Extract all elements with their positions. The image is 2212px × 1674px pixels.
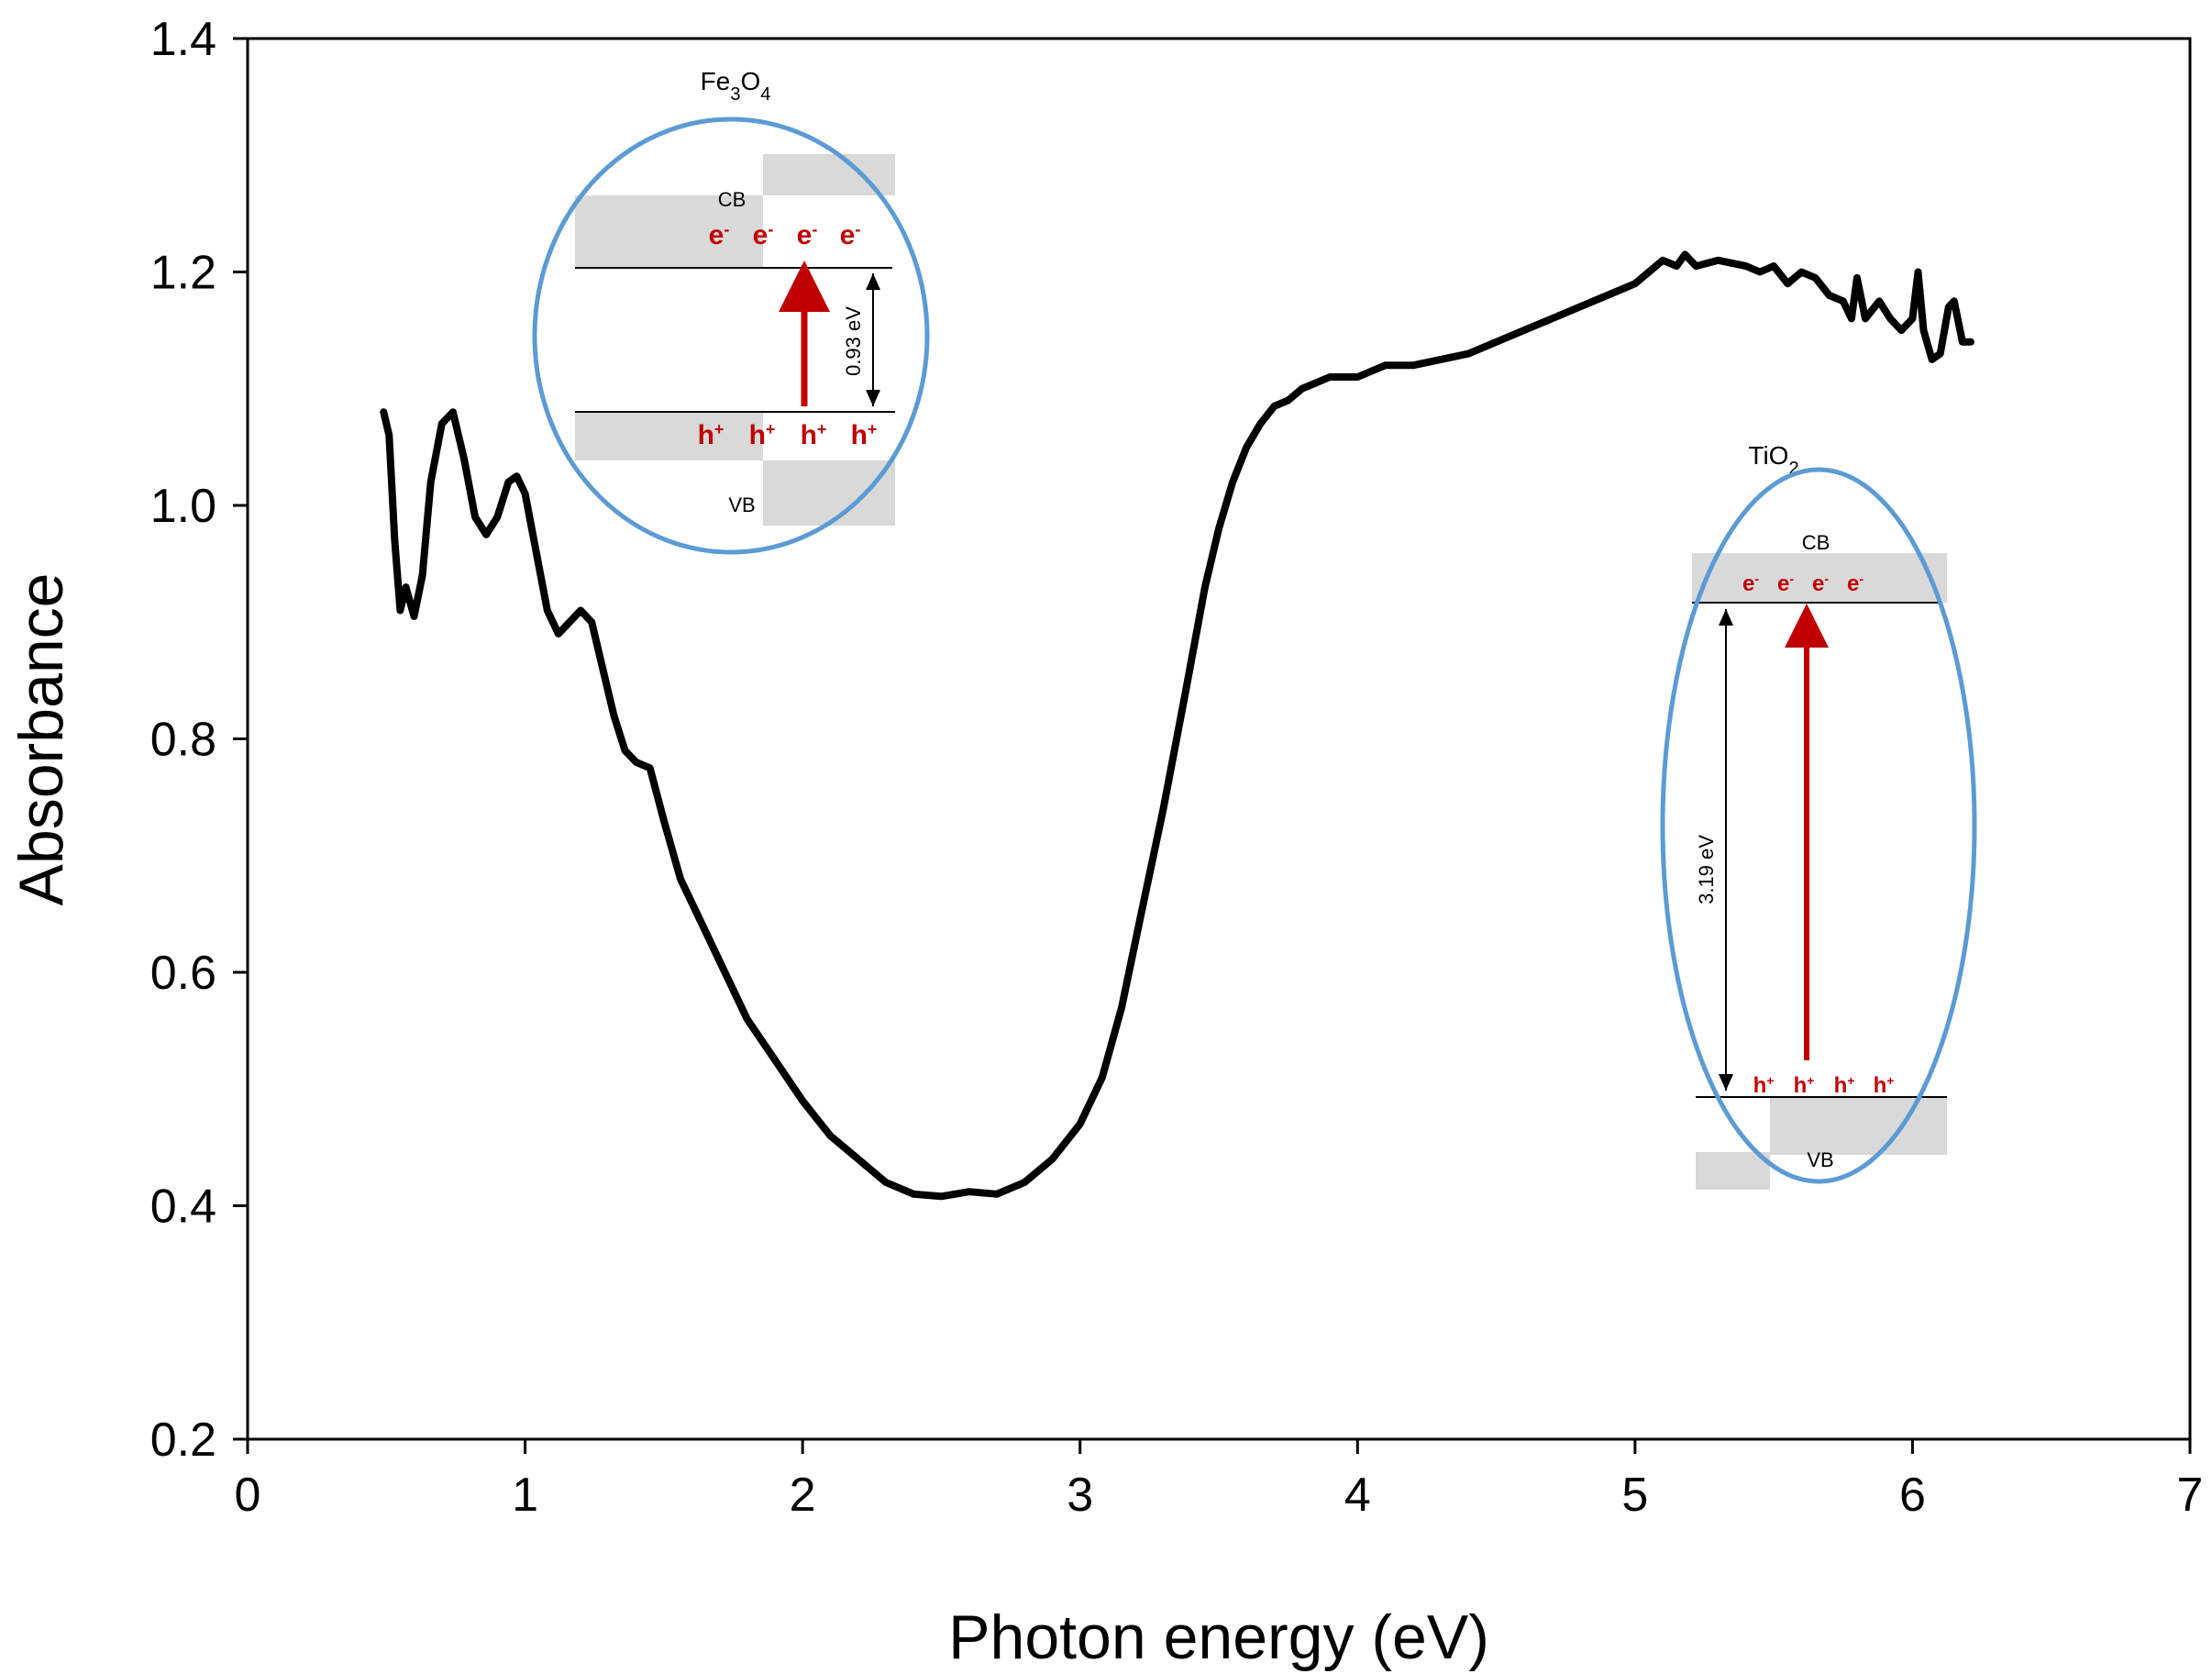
x-tick-labels: 0 1 2 3 4 5 6 7 <box>235 1469 2204 1522</box>
y-tick-label-2: 0.6 <box>150 947 216 1000</box>
tio2-hole-1: h+ <box>1794 1073 1815 1098</box>
x-axis-title: Photon energy (eV) <box>948 1602 1489 1672</box>
tio2-electron-0: e- <box>1742 571 1759 596</box>
tio2-vb-block-right <box>1770 1097 1947 1155</box>
x-tick-label-5: 5 <box>1621 1469 1648 1522</box>
x-tick-label-7: 7 <box>2177 1469 2204 1522</box>
tio2-gap-label: 3.19 eV <box>1695 835 1718 904</box>
fe3o4-hole-1: h+ <box>749 420 776 450</box>
fe3o4-cb-label: CB <box>718 188 747 211</box>
fe3o4-holes: h+ h+ h+ h+ <box>698 420 878 450</box>
tio2-holes: h+ h+ h+ h+ <box>1753 1073 1895 1098</box>
inset-tio2-title: TiO2 <box>1748 441 1798 479</box>
fe3o4-electrons: e-e-e-e- <box>709 220 861 250</box>
tio2-vb-block-left <box>1696 1152 1770 1190</box>
tio2-hole-2: h+ <box>1834 1073 1855 1098</box>
tio2-cb-block <box>1692 553 1947 603</box>
fe3o4-vb-block-right <box>763 460 895 526</box>
tio2-electron-1: e- <box>1777 571 1794 596</box>
y-tick-labels: 0.2 0.4 0.6 0.8 1.0 1.2 1.4 <box>150 13 216 1467</box>
fe3o4-gap-label: 0.93 eV <box>842 306 865 376</box>
tio2-cb-label: CB <box>1802 531 1830 554</box>
series-line-absorbance <box>380 250 1974 1201</box>
y-tick-label-6: 1.4 <box>150 13 216 66</box>
x-tick-label-2: 2 <box>790 1469 816 1522</box>
inset-fe3o4: Fe3O4 0.93 eV CB VB e-e-e-e- h+ h+ h+ h+ <box>532 67 930 555</box>
fe3o4-electron-0: e- <box>709 220 730 250</box>
inset-fe3o4-title: Fe3O4 <box>701 67 771 105</box>
tio2-ellipse <box>1660 467 1977 1184</box>
x-tick-label-1: 1 <box>512 1469 538 1522</box>
tio2-vb-label: VB <box>1807 1148 1833 1171</box>
fe3o4-vb-label: VB <box>728 493 755 516</box>
inset-tio2: TiO2 3.19 eV CB VB e-e-e-e- h+ h+ h+ h+ <box>1660 441 1977 1190</box>
axis-ticks <box>233 37 2192 1454</box>
fe3o4-ellipse <box>532 116 930 555</box>
fe3o4-cb-block-left <box>575 195 763 268</box>
x-tick-label-3: 3 <box>1067 1469 1093 1522</box>
y-axis-title: Absorbance <box>6 573 76 906</box>
x-tick-label-6: 6 <box>1899 1469 1926 1522</box>
fe3o4-hole-0: h+ <box>698 420 724 450</box>
y-tick-label-1: 0.4 <box>150 1181 216 1234</box>
y-tick-label-3: 0.8 <box>150 714 216 767</box>
fe3o4-vb-block-left <box>575 412 763 460</box>
tio2-hole-3: h+ <box>1874 1073 1895 1098</box>
fe3o4-electron-3: e- <box>840 220 861 250</box>
tio2-electrons: e-e-e-e- <box>1742 571 1864 596</box>
x-tick-label-0: 0 <box>235 1469 261 1522</box>
tio2-electron-2: e- <box>1812 571 1829 596</box>
fe3o4-hole-3: h+ <box>851 420 878 450</box>
x-tick-label-4: 4 <box>1344 1469 1371 1522</box>
tio2-hole-0: h+ <box>1753 1073 1775 1098</box>
plot-frame <box>246 37 2192 1441</box>
y-tick-label-0: 0.2 <box>150 1413 216 1467</box>
y-tick-label-4: 1.0 <box>150 480 216 533</box>
fe3o4-electron-1: e- <box>753 220 774 250</box>
fe3o4-electron-2: e- <box>797 220 818 250</box>
fe3o4-hole-2: h+ <box>801 420 827 450</box>
tio2-electron-3: e- <box>1847 571 1864 596</box>
y-tick-label-5: 1.2 <box>150 247 216 300</box>
